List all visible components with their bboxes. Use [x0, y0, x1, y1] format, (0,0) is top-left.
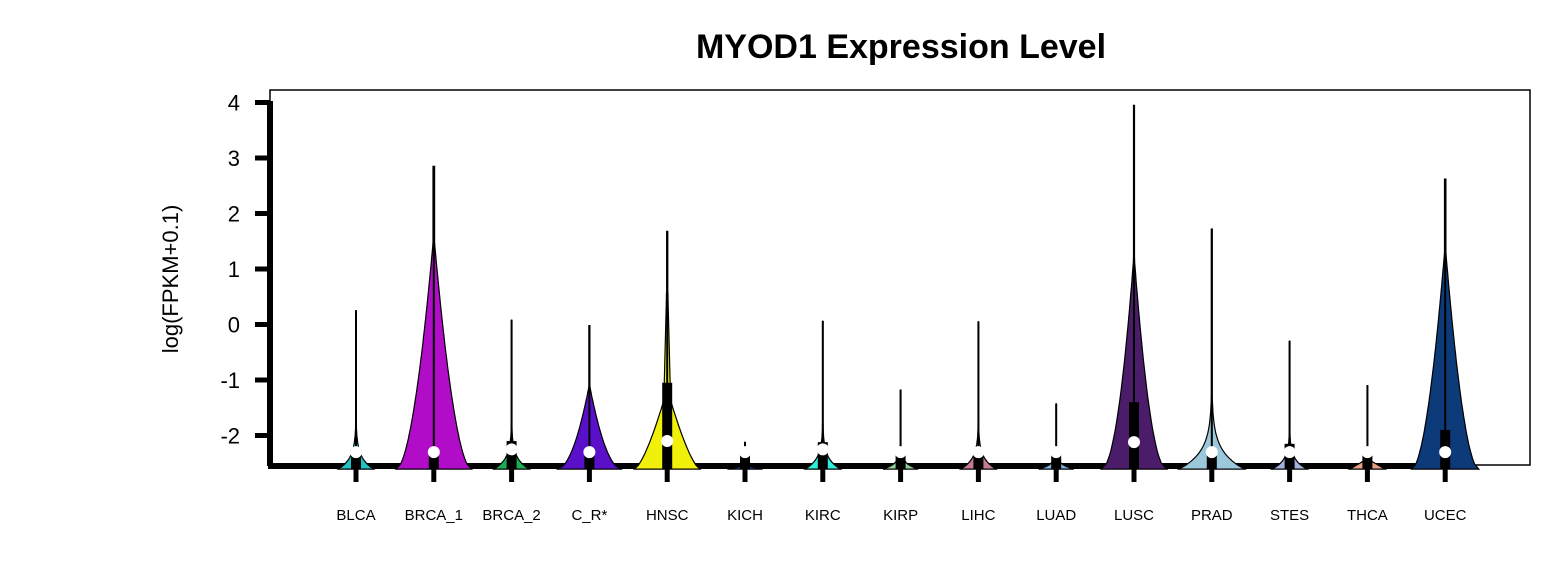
x-tick-label: C_R* — [571, 507, 607, 524]
chart-title: MYOD1 Expression Level — [696, 28, 1106, 66]
x-tick-label: KIRP — [883, 507, 918, 524]
iqr-box — [1051, 452, 1062, 470]
iqr-box — [662, 382, 673, 470]
x-tick-label: BRCA_1 — [405, 507, 463, 524]
y-tick-label: 2 — [228, 202, 240, 227]
median-point — [1128, 436, 1140, 449]
y-ticks: -2 -1 0 1 2 3 4 — [220, 91, 270, 449]
y-tick-label: 4 — [228, 91, 240, 116]
median-point — [816, 443, 829, 456]
x-tick-label: LUSC — [1114, 507, 1154, 524]
iqr-box — [817, 442, 828, 470]
median-point — [1439, 446, 1452, 459]
y-axis-label: log(FPKM+0.1) — [158, 205, 183, 354]
y-tick-label: 0 — [228, 313, 240, 338]
iqr-box — [1206, 452, 1217, 470]
median-point — [583, 446, 596, 459]
median-point — [1361, 446, 1374, 459]
median-point — [1283, 446, 1296, 459]
x-tick-label: KIRC — [805, 507, 841, 524]
median-point — [661, 435, 674, 448]
y-tick-label: -1 — [220, 368, 240, 393]
x-tick-label: LIHC — [961, 507, 995, 524]
x-tick-label: UCEC — [1424, 507, 1467, 524]
x-tick-label: BLCA — [336, 507, 375, 524]
x-tick-label: KICH — [727, 507, 763, 524]
violins — [336, 104, 1481, 470]
iqr-box — [428, 452, 439, 470]
median-point — [1205, 446, 1218, 459]
x-ticks: BLCA BRCA_1 BRCA_2 C_R* HNSC KICH KIRC KIRP LIHC… — [336, 466, 1467, 524]
iqr-box — [740, 452, 750, 470]
median-point — [427, 446, 440, 459]
iqr-box — [1362, 452, 1373, 470]
iqr-box — [584, 452, 595, 470]
iqr-box — [973, 452, 984, 470]
x-tick-label: LUAD — [1036, 507, 1076, 524]
median-point — [739, 446, 751, 459]
median-point — [972, 446, 985, 459]
y-tick-label: -2 — [220, 424, 240, 449]
y-tick-label: 3 — [228, 146, 240, 171]
median-point — [1050, 446, 1063, 459]
median-point — [894, 446, 907, 459]
x-tick-label: HNSC — [646, 507, 689, 524]
x-tick-label: STES — [1270, 507, 1309, 524]
x-tick-label: BRCA_2 — [482, 507, 540, 524]
median-point — [505, 443, 518, 456]
x-tick-label: PRAD — [1191, 507, 1233, 524]
iqr-box — [351, 452, 361, 470]
iqr-box — [1129, 402, 1139, 470]
iqr-box — [895, 452, 906, 470]
y-tick-label: 1 — [228, 257, 240, 282]
median-point — [350, 446, 362, 459]
x-tick-label: THCA — [1347, 507, 1388, 524]
